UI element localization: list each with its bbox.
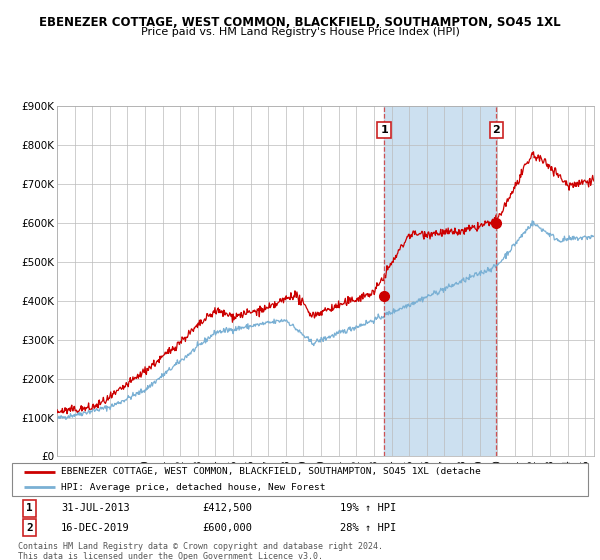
Text: 16-DEC-2019: 16-DEC-2019 bbox=[61, 523, 130, 533]
Text: 31-JUL-2013: 31-JUL-2013 bbox=[61, 503, 130, 514]
Text: HPI: Average price, detached house, New Forest: HPI: Average price, detached house, New … bbox=[61, 483, 325, 492]
Bar bbox=[384, 106, 496, 456]
Text: EBENEZER COTTAGE, WEST COMMON, BLACKFIELD, SOUTHAMPTON, SO45 1XL: EBENEZER COTTAGE, WEST COMMON, BLACKFIEL… bbox=[39, 16, 561, 29]
Text: Contains HM Land Registry data © Crown copyright and database right 2024.
This d: Contains HM Land Registry data © Crown c… bbox=[18, 542, 383, 560]
Text: 28% ↑ HPI: 28% ↑ HPI bbox=[340, 523, 397, 533]
Text: Price paid vs. HM Land Registry's House Price Index (HPI): Price paid vs. HM Land Registry's House … bbox=[140, 27, 460, 38]
Text: 1: 1 bbox=[26, 503, 32, 514]
Text: 2: 2 bbox=[26, 523, 32, 533]
Text: 2: 2 bbox=[493, 125, 500, 135]
Text: £412,500: £412,500 bbox=[202, 503, 252, 514]
FancyBboxPatch shape bbox=[12, 463, 588, 496]
Text: 1: 1 bbox=[380, 125, 388, 135]
Text: EBENEZER COTTAGE, WEST COMMON, BLACKFIELD, SOUTHAMPTON, SO45 1XL (detache: EBENEZER COTTAGE, WEST COMMON, BLACKFIEL… bbox=[61, 467, 481, 476]
Text: 19% ↑ HPI: 19% ↑ HPI bbox=[340, 503, 397, 514]
Text: £600,000: £600,000 bbox=[202, 523, 252, 533]
